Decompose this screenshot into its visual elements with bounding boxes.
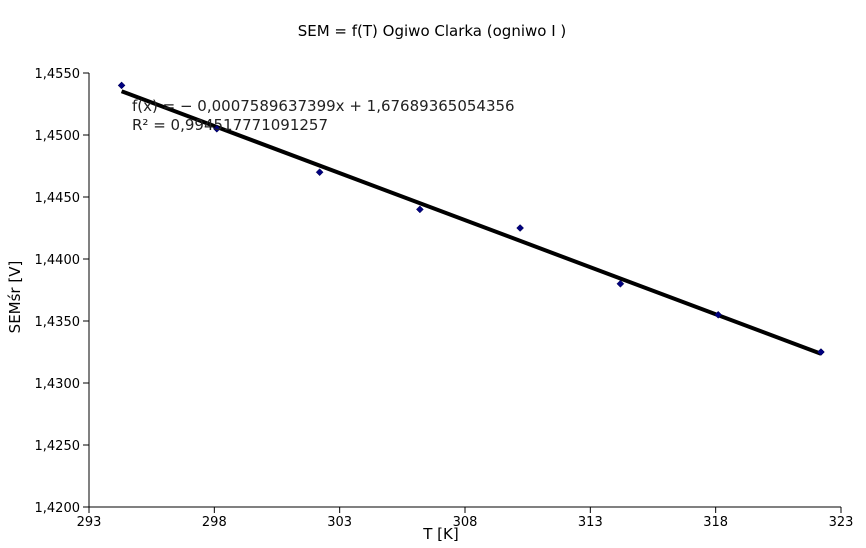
x-tick-label: 298 [202, 515, 227, 530]
trendline-equation: f(x) = − 0,0007589637399x + 1,6768936505… [132, 97, 515, 115]
x-tick-label: 293 [77, 515, 102, 530]
y-tick-label: 1,4350 [35, 315, 81, 330]
y-tick-label: 1,4500 [35, 129, 81, 144]
data-point [315, 168, 324, 177]
data-point [616, 279, 625, 288]
y-tick-label: 1,4550 [35, 67, 81, 82]
y-tick-label: 1,4400 [35, 253, 81, 268]
data-point [117, 81, 126, 90]
x-axis-label: T [K] [422, 525, 458, 543]
chart-title: SEM = f(T) Ogiwo Clarka (ogniwo I ) [298, 22, 567, 40]
data-points [117, 81, 825, 356]
x-ticks: 293 298 303 308 313 318 323 [77, 507, 854, 530]
data-point [416, 205, 424, 214]
x-tick-label: 303 [327, 515, 352, 530]
y-ticks: 1,4200 1,4250 1,4300 1,4350 1,4400 1,4450 1,45… [35, 67, 89, 516]
axes [88, 73, 841, 508]
trendline-group [120, 89, 822, 356]
x-tick-label: 313 [578, 515, 603, 530]
x-tick-label: 308 [453, 515, 478, 530]
trendline [120, 89, 822, 356]
r-squared-label: R² = 0,994517771091257 [132, 116, 328, 134]
data-point [516, 224, 525, 232]
data-point [212, 124, 221, 133]
y-tick-label: 1,4300 [35, 377, 81, 392]
y-axis-label: SEMśr [V] [6, 261, 24, 334]
y-tick-label: 1,4200 [35, 501, 81, 516]
x-tick-label: 323 [829, 515, 854, 530]
x-tick-label: 318 [703, 515, 728, 530]
data-point [817, 348, 825, 356]
y-tick-label: 1,4450 [35, 191, 81, 206]
y-tick-label: 1,4250 [35, 439, 81, 454]
data-point [714, 310, 723, 319]
